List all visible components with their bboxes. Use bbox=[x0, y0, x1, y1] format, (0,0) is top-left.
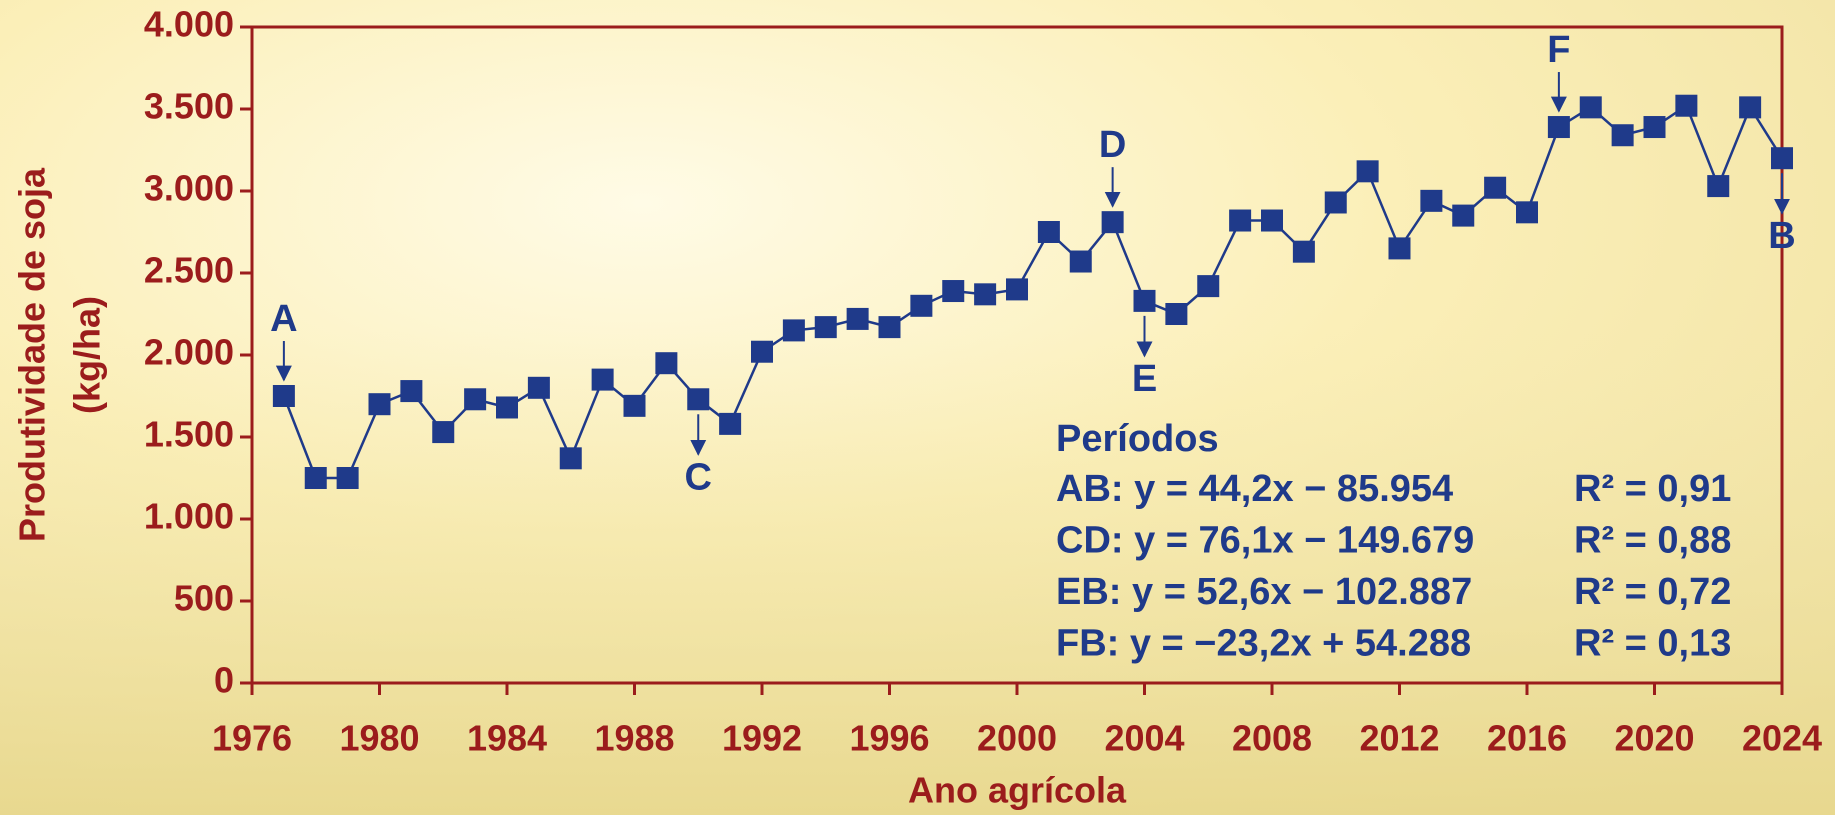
data-point bbox=[1134, 290, 1156, 312]
data-point bbox=[815, 316, 837, 338]
y-tick-label: 4.000 bbox=[144, 4, 234, 45]
data-point bbox=[1580, 96, 1602, 118]
data-point bbox=[528, 377, 550, 399]
data-point bbox=[1229, 210, 1251, 232]
period-r2: R² = 0,72 bbox=[1574, 571, 1731, 613]
period-equation: FB: y = −23,2x + 54.288 bbox=[1056, 623, 1471, 665]
data-point bbox=[1644, 116, 1666, 138]
data-point bbox=[1070, 251, 1092, 273]
data-point bbox=[847, 308, 869, 330]
annotation-label: F bbox=[1547, 29, 1570, 71]
data-point bbox=[1261, 210, 1283, 232]
data-point bbox=[751, 341, 773, 363]
period-r2: R² = 0,88 bbox=[1574, 520, 1731, 562]
data-point bbox=[369, 393, 391, 415]
data-point bbox=[432, 421, 454, 443]
y-tick-label: 2.500 bbox=[144, 250, 234, 291]
y-tick-label: 3.000 bbox=[144, 168, 234, 209]
x-tick-label: 1976 bbox=[212, 718, 292, 759]
annotation-label: E bbox=[1132, 358, 1157, 400]
x-tick-label: 1980 bbox=[339, 718, 419, 759]
annotation-label: D bbox=[1099, 124, 1126, 166]
x-tick-label: 1984 bbox=[467, 718, 547, 759]
data-point bbox=[1452, 205, 1474, 227]
data-point bbox=[1612, 124, 1634, 146]
data-point bbox=[1038, 221, 1060, 243]
x-tick-label: 1988 bbox=[594, 718, 674, 759]
data-point bbox=[1771, 147, 1793, 169]
y-tick-label: 2.000 bbox=[144, 332, 234, 373]
x-tick-label: 1992 bbox=[722, 718, 802, 759]
period-r2: R² = 0,13 bbox=[1574, 623, 1731, 665]
data-point bbox=[1197, 275, 1219, 297]
data-point bbox=[719, 413, 741, 435]
period-equation: EB: y = 52,6x − 102.887 bbox=[1056, 571, 1472, 613]
annotation-label: A bbox=[270, 298, 297, 340]
page: 0 500 1.000 1.500 2.000 2.500 3.000 3.500 4.000 1… bbox=[0, 0, 1835, 815]
data-point bbox=[974, 283, 996, 305]
x-tick-label: 2012 bbox=[1359, 718, 1439, 759]
data-point bbox=[1516, 201, 1538, 223]
data-point bbox=[1420, 190, 1442, 212]
data-point bbox=[337, 467, 359, 489]
data-point bbox=[273, 385, 295, 407]
data-point bbox=[496, 396, 518, 418]
x-tick-label: 2000 bbox=[977, 718, 1057, 759]
data-point bbox=[879, 316, 901, 338]
data-point bbox=[783, 319, 805, 341]
y-tick-label: 500 bbox=[174, 578, 234, 619]
data-point bbox=[655, 352, 677, 374]
data-point bbox=[464, 388, 486, 410]
data-point bbox=[1675, 95, 1697, 117]
data-point bbox=[592, 369, 614, 391]
y-axis-title: (kg/ha) bbox=[67, 296, 108, 414]
x-tick-label: 2016 bbox=[1487, 718, 1567, 759]
x-tick-label: 2004 bbox=[1104, 718, 1184, 759]
y-axis-title: Produtividade de soja bbox=[12, 167, 53, 542]
data-point bbox=[1484, 177, 1506, 199]
period-r2: R² = 0,91 bbox=[1574, 468, 1731, 510]
data-point bbox=[910, 295, 932, 317]
data-point bbox=[1102, 211, 1124, 233]
data-point bbox=[1389, 237, 1411, 259]
data-point bbox=[400, 380, 422, 402]
y-tick-label: 3.500 bbox=[144, 86, 234, 127]
data-point bbox=[1357, 160, 1379, 182]
data-point bbox=[1006, 278, 1028, 300]
y-tick-label: 0 bbox=[214, 660, 234, 701]
annotation-label: C bbox=[685, 456, 712, 498]
y-tick-label: 1.000 bbox=[144, 496, 234, 537]
data-point bbox=[1165, 303, 1187, 325]
data-point bbox=[1548, 116, 1570, 138]
data-point bbox=[305, 467, 327, 489]
data-point bbox=[624, 395, 646, 417]
x-tick-label: 1996 bbox=[849, 718, 929, 759]
data-point bbox=[1325, 191, 1347, 213]
period-equation: AB: y = 44,2x − 85.954 bbox=[1056, 468, 1453, 510]
y-tick-label: 1.500 bbox=[144, 414, 234, 455]
data-point bbox=[942, 280, 964, 302]
x-tick-label: 2020 bbox=[1614, 718, 1694, 759]
periods-title: Períodos bbox=[1056, 418, 1219, 460]
data-point bbox=[687, 388, 709, 410]
x-axis-title: Ano agrícola bbox=[908, 770, 1127, 811]
x-tick-label: 2008 bbox=[1232, 718, 1312, 759]
annotation-label: B bbox=[1768, 215, 1795, 257]
chart: 0 500 1.000 1.500 2.000 2.500 3.000 3.500 4.000 1… bbox=[0, 0, 1835, 815]
data-point bbox=[1739, 96, 1761, 118]
data-point bbox=[1293, 241, 1315, 263]
period-equation: CD: y = 76,1x − 149.679 bbox=[1056, 520, 1474, 562]
data-point bbox=[1707, 175, 1729, 197]
x-tick-label: 2024 bbox=[1742, 718, 1822, 759]
data-point bbox=[560, 447, 582, 469]
